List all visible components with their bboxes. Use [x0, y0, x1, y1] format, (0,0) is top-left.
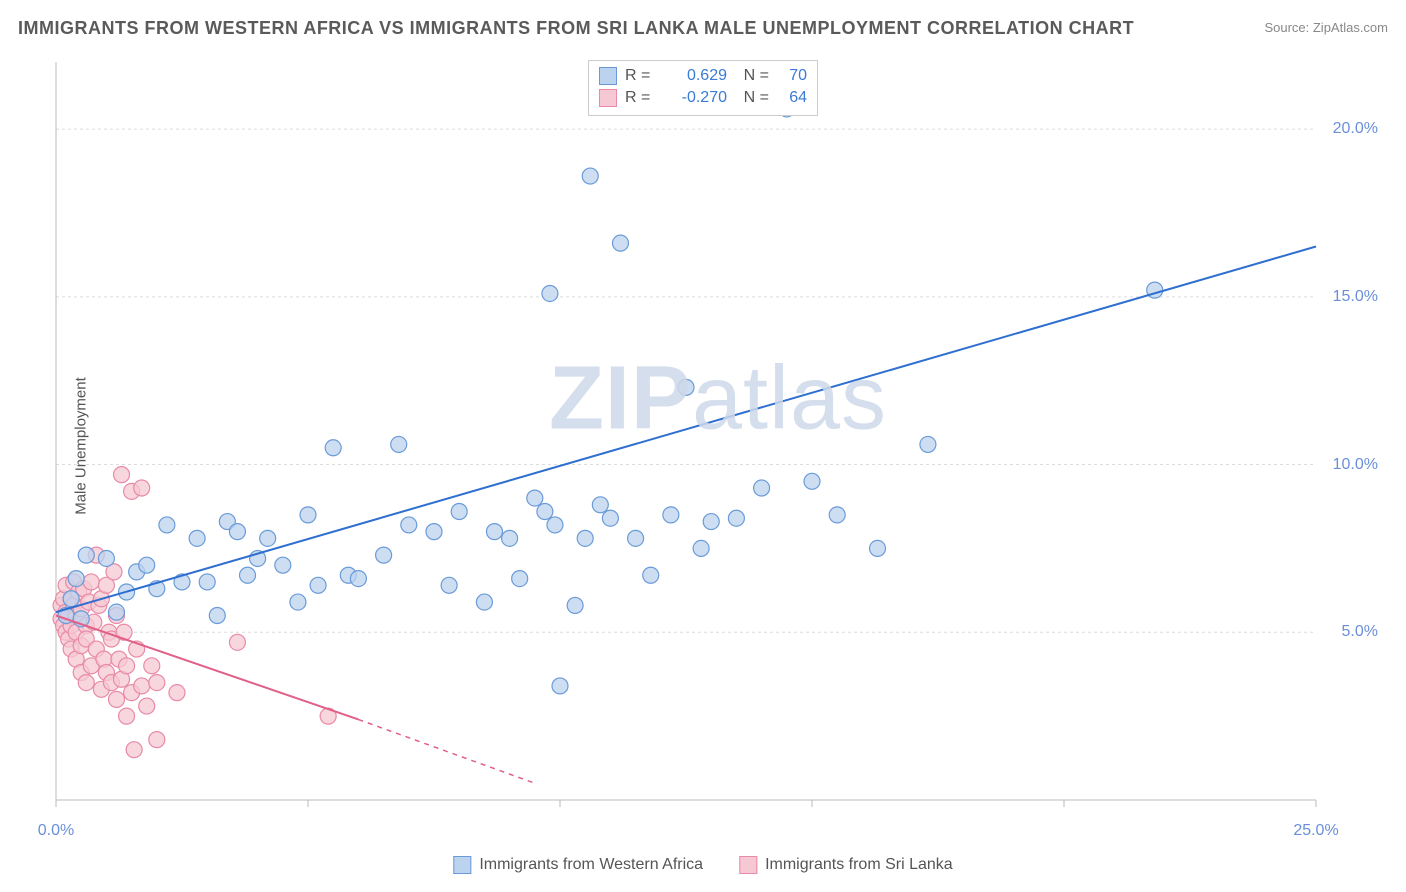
series-legend: Immigrants from Western Africa Immigrant…: [453, 856, 952, 874]
y-tick-label: 20.0%: [1333, 120, 1378, 138]
chart-svg: [50, 56, 1386, 836]
legend-swatch-2: [599, 89, 617, 107]
legend-item-1: Immigrants from Western Africa: [453, 856, 703, 874]
source-name: ZipAtlas.com: [1313, 20, 1388, 35]
r-label: R =: [625, 65, 655, 87]
n-value-1: 70: [777, 65, 807, 87]
r-value-1: 0.629: [663, 65, 727, 87]
n-label: N =: [735, 65, 769, 87]
series-1-label: Immigrants from Western Africa: [479, 856, 703, 874]
x-tick-label: 25.0%: [1293, 822, 1338, 840]
legend-swatch-2-bottom: [739, 856, 757, 874]
legend-swatch-1-bottom: [453, 856, 471, 874]
n-value-2: 64: [777, 87, 807, 109]
n-label: N =: [735, 87, 769, 109]
correlation-legend: R = 0.629 N = 70 R = -0.270 N = 64: [588, 60, 818, 116]
y-tick-label: 5.0%: [1342, 623, 1378, 641]
y-tick-label: 15.0%: [1333, 288, 1378, 306]
legend-row-series-1: R = 0.629 N = 70: [599, 65, 807, 87]
series-2-label: Immigrants from Sri Lanka: [765, 856, 953, 874]
chart-title: IMMIGRANTS FROM WESTERN AFRICA VS IMMIGR…: [18, 18, 1134, 39]
source-attribution: Source: ZipAtlas.com: [1264, 20, 1388, 35]
legend-row-series-2: R = -0.270 N = 64: [599, 87, 807, 109]
y-tick-label: 10.0%: [1333, 456, 1378, 474]
r-label: R =: [625, 87, 655, 109]
source-prefix: Source:: [1264, 20, 1312, 35]
r-value-2: -0.270: [663, 87, 727, 109]
legend-item-2: Immigrants from Sri Lanka: [739, 856, 953, 874]
legend-swatch-1: [599, 67, 617, 85]
chart-plot-area: ZIPatlas 5.0%10.0%15.0%20.0% 0.0%25.0%: [50, 56, 1386, 836]
x-tick-label: 0.0%: [38, 822, 74, 840]
